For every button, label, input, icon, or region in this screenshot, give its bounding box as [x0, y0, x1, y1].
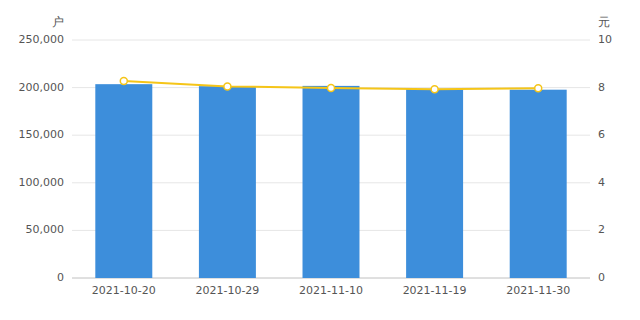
- y2-tick-label: 6: [598, 128, 605, 141]
- bar: [510, 90, 567, 278]
- y2-axis-label: 元: [598, 15, 610, 29]
- marks: [95, 84, 566, 278]
- line-marker: [328, 85, 335, 92]
- y2-tick-label: 0: [598, 271, 605, 284]
- y2-tick-label: 4: [598, 176, 605, 189]
- y-tick-label: 200,000: [19, 81, 65, 94]
- chart-svg: 0 50,000 100,000 150,000 200,000 250,000 0 2 4 6 8…: [0, 0, 640, 320]
- y2-tick-label: 2: [598, 223, 605, 236]
- y-tick-label: 250,000: [19, 33, 65, 46]
- grid: [72, 40, 590, 278]
- y2-tick-label: 10: [598, 33, 612, 46]
- bar: [406, 89, 463, 278]
- x-tick-label: 2021-11-19: [403, 284, 467, 297]
- y-tick-label: 150,000: [19, 128, 65, 141]
- x-tick-label: 2021-10-29: [195, 284, 259, 297]
- y-tick-label: 50,000: [26, 223, 65, 236]
- bar: [199, 86, 256, 278]
- line-marks: [120, 77, 541, 92]
- grid-line: [72, 40, 590, 41]
- bar: [95, 84, 152, 278]
- y2-tick-label: 8: [598, 81, 605, 94]
- line-marker: [120, 77, 127, 84]
- y-tick-label: 100,000: [19, 176, 65, 189]
- bar: [303, 86, 360, 278]
- line-marker: [224, 83, 231, 90]
- x-tick-label: 2021-11-30: [506, 284, 570, 297]
- chart-container: 0 50,000 100,000 150,000 200,000 250,000 0 2 4 6 8…: [0, 0, 640, 320]
- x-tick-label: 2021-10-20: [92, 284, 156, 297]
- x-tick-label: 2021-11-10: [299, 284, 363, 297]
- axes: 0 50,000 100,000 150,000 200,000 250,000 0 2 4 6 8…: [19, 15, 613, 297]
- background: [0, 0, 640, 320]
- y-tick-label: 0: [57, 271, 64, 284]
- line-marker: [535, 85, 542, 92]
- y-axis-label: 户: [52, 15, 64, 29]
- line-marker: [431, 86, 438, 93]
